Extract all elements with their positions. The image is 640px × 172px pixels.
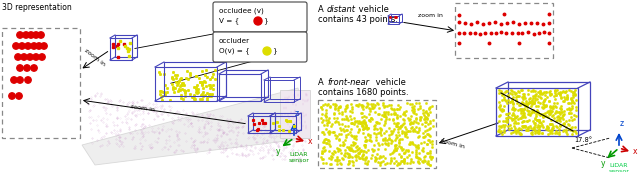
Polygon shape: [280, 90, 310, 138]
Text: O(v) = {: O(v) = {: [219, 47, 250, 54]
Circle shape: [15, 54, 21, 60]
Circle shape: [13, 43, 19, 49]
Text: 17.8°: 17.8°: [574, 137, 592, 143]
Circle shape: [16, 93, 22, 99]
Circle shape: [24, 65, 30, 71]
Circle shape: [17, 65, 23, 71]
Circle shape: [33, 54, 39, 60]
FancyBboxPatch shape: [213, 2, 307, 32]
Text: }: }: [263, 17, 268, 24]
Circle shape: [9, 93, 15, 99]
Text: LiDAR
sensor: LiDAR sensor: [609, 163, 630, 172]
Circle shape: [263, 47, 271, 55]
Text: 3D representation: 3D representation: [2, 3, 72, 12]
Circle shape: [28, 32, 34, 38]
Circle shape: [38, 32, 44, 38]
Circle shape: [31, 65, 37, 71]
Text: zoom in: zoom in: [83, 48, 106, 67]
Bar: [318, 100, 436, 168]
Text: front view
representation: front view representation: [5, 123, 56, 136]
Text: zoom in: zoom in: [418, 13, 443, 18]
Text: A: A: [318, 5, 326, 14]
Text: contains 1680 points.: contains 1680 points.: [318, 88, 408, 97]
Text: z: z: [295, 109, 299, 118]
Circle shape: [27, 54, 33, 60]
Circle shape: [36, 43, 42, 49]
Circle shape: [254, 17, 262, 25]
Text: front-near: front-near: [327, 78, 369, 87]
Circle shape: [41, 43, 47, 49]
Text: vehicle: vehicle: [356, 5, 389, 14]
Text: y: y: [276, 148, 280, 157]
Bar: [2, 28, 80, 138]
Circle shape: [25, 43, 31, 49]
Text: x: x: [633, 148, 637, 157]
Text: A: A: [318, 78, 326, 87]
Bar: [455, 3, 553, 58]
Circle shape: [11, 77, 17, 83]
Text: V = {: V = {: [219, 17, 239, 24]
Text: occluder: occluder: [219, 38, 250, 44]
Circle shape: [33, 32, 39, 38]
Circle shape: [19, 43, 25, 49]
Circle shape: [31, 43, 37, 49]
Text: }: }: [272, 47, 276, 54]
Text: contains 43 points.: contains 43 points.: [318, 15, 398, 24]
Text: z: z: [620, 119, 624, 128]
Polygon shape: [82, 88, 310, 165]
Circle shape: [25, 77, 31, 83]
Text: zoom in: zoom in: [130, 104, 156, 112]
Text: vehicle: vehicle: [373, 78, 406, 87]
Circle shape: [17, 32, 23, 38]
Text: LiDAR
sensor: LiDAR sensor: [289, 152, 310, 163]
Circle shape: [17, 77, 23, 83]
Text: occludee (v): occludee (v): [219, 8, 264, 14]
Text: distant: distant: [327, 5, 356, 14]
Text: zoom in: zoom in: [440, 138, 465, 149]
Text: x: x: [308, 137, 312, 147]
Circle shape: [39, 54, 45, 60]
Circle shape: [20, 54, 27, 60]
Text: y: y: [601, 159, 605, 169]
FancyBboxPatch shape: [213, 32, 307, 62]
Circle shape: [23, 32, 29, 38]
